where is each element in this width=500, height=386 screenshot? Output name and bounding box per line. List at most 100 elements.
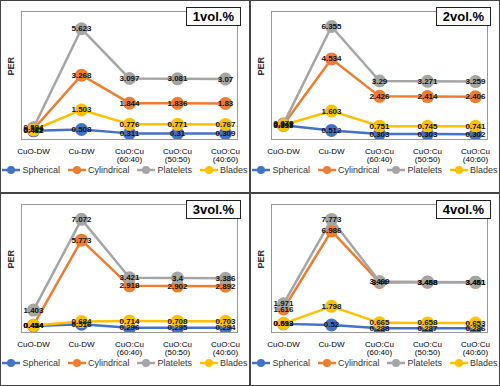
svg-text:0.414: 0.414 (23, 321, 44, 330)
svg-text:CuO:Cu(50:50): CuO:Cu(50:50) (413, 147, 442, 164)
svg-text:0.665: 0.665 (369, 318, 390, 327)
svg-text:0.767: 0.767 (215, 120, 236, 129)
svg-text:0.703: 0.703 (215, 317, 236, 326)
svg-text:0.529: 0.529 (23, 125, 44, 134)
svg-text:0.482: 0.482 (23, 126, 44, 135)
svg-text:3.421: 3.421 (119, 273, 140, 282)
svg-text:CuO-DW: CuO-DW (267, 340, 300, 349)
svg-text:CuO-DW: CuO-DW (17, 147, 50, 156)
svg-text:0.817: 0.817 (273, 121, 294, 130)
svg-text:3.458: 3.458 (417, 278, 438, 287)
svg-text:1.836: 1.836 (167, 99, 188, 108)
svg-text:3.499: 3.499 (369, 277, 390, 286)
svg-text:1.503: 1.503 (71, 105, 92, 114)
svg-text:Cu-DW: Cu-DW (318, 147, 345, 156)
html-text:Cylindrical: Cylindrical (88, 165, 130, 175)
svg-text:PER: PER (256, 56, 266, 75)
svg-text:0.658: 0.658 (417, 318, 438, 327)
svg-text:3.07: 3.07 (218, 75, 234, 84)
html-text:3vol.%: 3vol.% (192, 202, 234, 217)
svg-text:3.268: 3.268 (71, 71, 92, 80)
svg-text:CuO:Cu(40:60): CuO:Cu(40:60) (461, 147, 490, 164)
svg-text:0.52: 0.52 (324, 320, 340, 329)
svg-text:PER: PER (6, 249, 16, 268)
svg-text:CuO:Cu(60:40): CuO:Cu(60:40) (365, 340, 394, 357)
svg-text:7.773: 7.773 (321, 215, 342, 224)
svg-text:3.271: 3.271 (417, 77, 438, 86)
html-text:4vol.%: 4vol.% (442, 202, 484, 217)
svg-text:Cu-DW: Cu-DW (68, 340, 95, 349)
svg-text:CuO:Cu(50:50): CuO:Cu(50:50) (413, 340, 442, 357)
svg-text:3.386: 3.386 (215, 274, 236, 283)
svg-text:6.986: 6.986 (321, 226, 342, 235)
svg-text:CuO-DW: CuO-DW (267, 147, 300, 156)
svg-text:PER: PER (256, 249, 266, 268)
svg-text:0.795: 0.795 (273, 121, 294, 130)
svg-text:0.745: 0.745 (417, 122, 438, 131)
svg-text:CuO:Cu(40:60): CuO:Cu(40:60) (461, 340, 490, 357)
svg-text:CuO:Cu(60:40): CuO:Cu(60:40) (115, 147, 144, 164)
svg-text:1.798: 1.798 (321, 302, 342, 311)
svg-text:4.534: 4.534 (321, 54, 342, 63)
svg-text:CuO:Cu(40:60): CuO:Cu(40:60) (211, 340, 240, 357)
svg-text:1.83: 1.83 (218, 99, 234, 108)
html-text:Spherical: Spherical (22, 165, 60, 175)
svg-text:CuO-DW: CuO-DW (17, 340, 50, 349)
svg-text:2.406: 2.406 (465, 92, 486, 101)
svg-text:CuO:Cu(50:50): CuO:Cu(50:50) (163, 340, 192, 357)
svg-text:0.708: 0.708 (167, 317, 188, 326)
svg-text:0.444: 0.444 (23, 321, 44, 330)
svg-text:PER: PER (6, 56, 16, 75)
svg-text:0.512: 0.512 (321, 126, 342, 135)
svg-text:3.4: 3.4 (172, 274, 184, 283)
svg-text:0.684: 0.684 (71, 317, 92, 326)
svg-text:0.842: 0.842 (273, 120, 294, 129)
svg-text:CuO:Cu(60:40): CuO:Cu(60:40) (115, 340, 144, 357)
svg-text:0.771: 0.771 (167, 120, 188, 129)
svg-text:CuO:Cu(40:60): CuO:Cu(40:60) (211, 147, 240, 164)
svg-text:3.461: 3.461 (465, 278, 486, 287)
svg-text:1.403: 1.403 (23, 306, 44, 315)
svg-text:0.593: 0.593 (273, 319, 294, 328)
svg-text:0.653: 0.653 (465, 319, 486, 328)
svg-text:0.454: 0.454 (23, 321, 44, 330)
svg-text:2.892: 2.892 (215, 282, 236, 291)
html-text:Platelets: Platelets (157, 165, 192, 175)
svg-text:0.303: 0.303 (369, 130, 390, 139)
svg-text:3.097: 3.097 (119, 74, 140, 83)
svg-text:3.081: 3.081 (167, 74, 188, 83)
svg-text:0.309: 0.309 (215, 129, 236, 138)
svg-text:0.741: 0.741 (465, 122, 486, 131)
html-text:2vol.%: 2vol.% (442, 9, 484, 24)
svg-text:1.971: 1.971 (273, 299, 294, 308)
svg-text:0.303: 0.303 (417, 130, 438, 139)
svg-text:0.302: 0.302 (465, 130, 486, 139)
svg-text:1.844: 1.844 (119, 99, 140, 108)
html-text:1vol.%: 1vol.% (192, 9, 234, 24)
svg-text:0.714: 0.714 (119, 317, 140, 326)
svg-text:3.468: 3.468 (417, 278, 438, 287)
svg-text:2.902: 2.902 (167, 282, 188, 291)
svg-text:CuO:Cu(60:40): CuO:Cu(60:40) (365, 147, 394, 164)
svg-text:0.442: 0.442 (23, 126, 44, 135)
svg-text:2.918: 2.918 (119, 281, 140, 290)
svg-text:0.776: 0.776 (119, 120, 140, 129)
svg-text:0.31: 0.31 (170, 129, 186, 138)
svg-text:3.259: 3.259 (465, 77, 486, 86)
svg-text:0.311: 0.311 (120, 129, 140, 138)
svg-text:2.414: 2.414 (417, 92, 438, 101)
svg-text:3.451: 3.451 (465, 278, 486, 287)
svg-text:2.426: 2.426 (369, 92, 390, 101)
svg-text:6.355: 6.355 (321, 22, 342, 31)
svg-text:7.072: 7.072 (71, 215, 92, 224)
svg-text:5.623: 5.623 (71, 24, 92, 33)
svg-text:0.508: 0.508 (71, 125, 92, 134)
svg-text:Cu-DW: Cu-DW (318, 340, 345, 349)
svg-text:Cu-DW: Cu-DW (68, 147, 95, 156)
svg-text:CuO:Cu(50:50): CuO:Cu(50:50) (163, 147, 192, 164)
svg-text:1.603: 1.603 (321, 107, 342, 116)
svg-text:0.613: 0.613 (273, 319, 294, 328)
svg-text:0.751: 0.751 (369, 122, 390, 131)
svg-text:3.29: 3.29 (372, 77, 388, 86)
svg-text:5.773: 5.773 (71, 236, 92, 245)
